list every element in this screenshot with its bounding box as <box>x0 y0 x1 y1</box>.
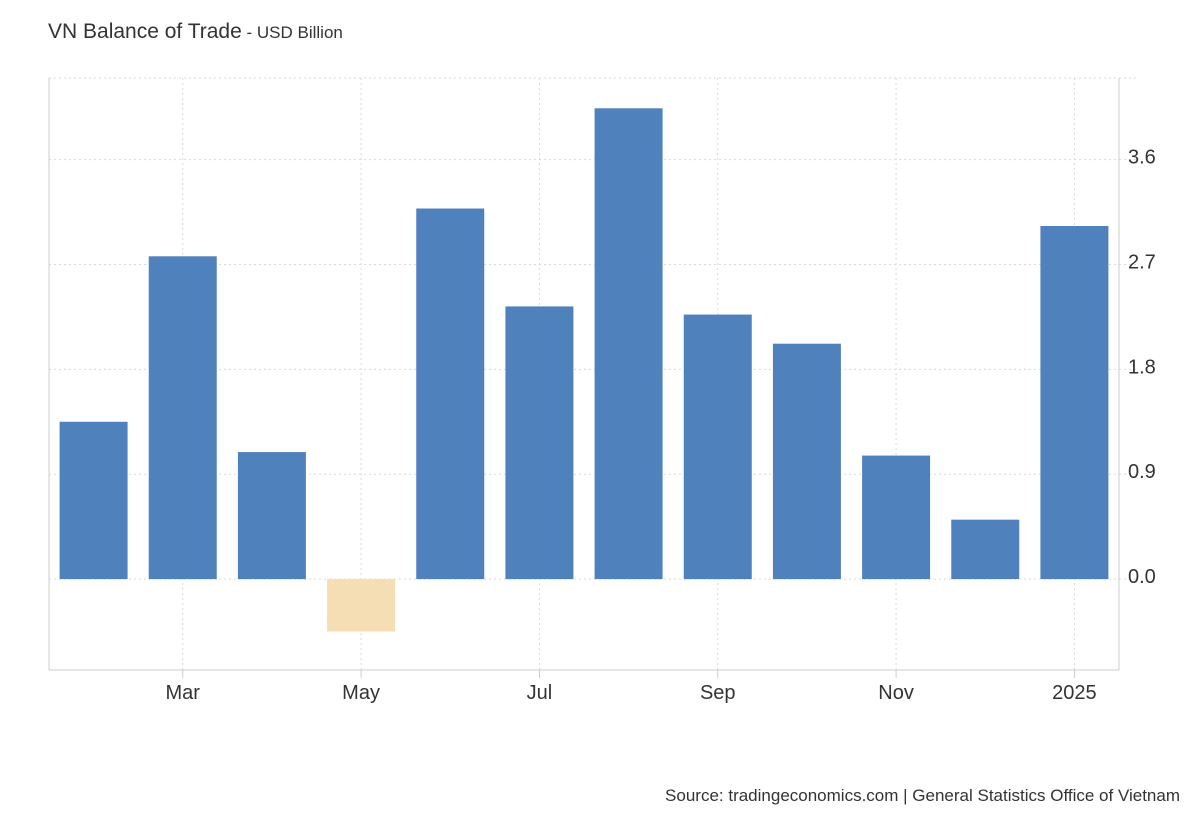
x-tick-label: May <box>342 682 380 704</box>
x-tick-label: Mar <box>166 682 201 704</box>
x-tick-label: Nov <box>878 682 914 704</box>
bar <box>594 108 663 580</box>
bar <box>237 452 306 580</box>
source-note: Source: tradingeconomics.com | General S… <box>665 786 1180 805</box>
bar <box>1040 226 1109 580</box>
x-tick-label: Jul <box>527 682 553 704</box>
bar <box>505 306 574 580</box>
y-tick-label: 1.8 <box>1128 356 1156 378</box>
y-tick-label: 2.7 <box>1128 251 1156 273</box>
bar <box>59 421 128 580</box>
y-tick-label: 0.0 <box>1128 566 1156 588</box>
chart-title: VN Balance of Trade <box>48 20 242 43</box>
bar <box>772 343 841 580</box>
y-tick-label: 3.6 <box>1128 147 1156 169</box>
bar <box>416 208 485 580</box>
bar <box>148 256 217 580</box>
x-tick-label: Sep <box>700 682 736 704</box>
bar <box>327 579 396 632</box>
bar <box>862 455 931 580</box>
x-tick-label: 2025 <box>1052 682 1097 704</box>
title-separator: - <box>241 23 257 42</box>
bar <box>683 314 752 580</box>
y-tick-label: 0.9 <box>1128 461 1156 483</box>
chart-header: VN Balance of Trade - USD Billion <box>48 20 343 44</box>
chart-unit: USD Billion <box>256 23 343 42</box>
bar <box>951 519 1020 580</box>
